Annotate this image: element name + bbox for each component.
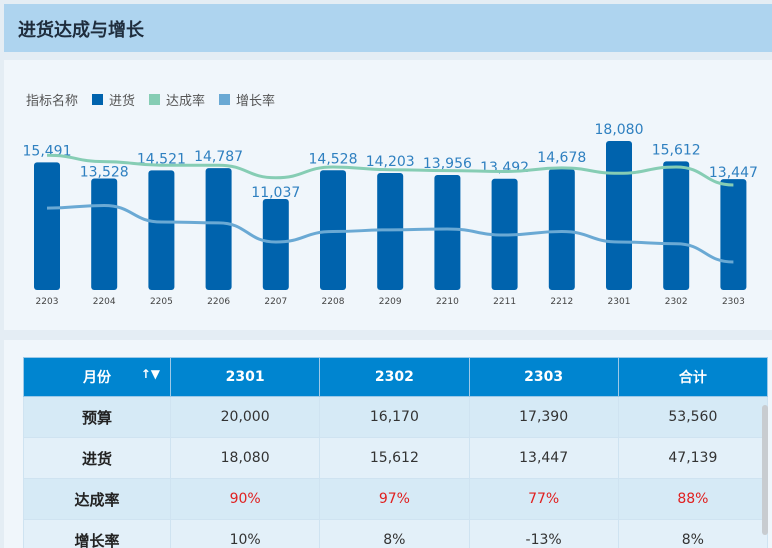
row-label: 达成率: [23, 478, 171, 520]
table-cell: 8%: [617, 519, 769, 548]
table-cell: 10%: [169, 519, 321, 548]
legend-swatch-purchase: [92, 94, 104, 105]
legend-swatch-achievement: [149, 94, 161, 105]
table-cell: 8%: [319, 519, 470, 548]
bar-data-label: 13,956: [423, 156, 472, 172]
bar-2212: [548, 169, 575, 290]
table-cell: 18,080: [169, 437, 321, 479]
legend-item-purchase[interactable]: 进货: [109, 94, 136, 109]
data-table: 月份 ↑▼ 2301 2302 2303 合计 预算 20,000 16,170 17,…: [23, 357, 769, 548]
bar-2206: [205, 168, 232, 290]
table-row: 进货 18,080 15,612 13,447 47,139: [23, 437, 769, 479]
row-label: 进货: [23, 437, 171, 479]
table-cell: 20,000: [169, 396, 321, 438]
combo-chart: 220315,491220413,528220514,521220614,787…: [23, 122, 758, 307]
table-cell: 90%: [169, 478, 321, 520]
bar-data-label: 14,528: [309, 151, 358, 167]
legend-swatch-growth: [219, 94, 231, 105]
x-tick-label: 2208: [322, 297, 345, 307]
table-cell: -13%: [468, 519, 619, 548]
chart-panel: 指标名称 进货 达成率 增长率 2203 15,491 2204 13,528 2205…: [4, 60, 772, 330]
legend-item-growth[interactable]: 增长率: [236, 94, 276, 109]
bar-data-label: 14,678: [537, 150, 586, 166]
table-row: 预算 20,000 16,170 17,390 53,560: [23, 396, 769, 438]
scrollbar[interactable]: [762, 405, 768, 535]
bar-2303: [720, 179, 747, 290]
header-month[interactable]: 月份 ↑▼: [23, 357, 171, 397]
table-cell: 47,139: [617, 437, 769, 479]
table-row: 达成率 90% 97% 77% 88%: [23, 478, 769, 520]
chart-legend: 指标名称 进货 达成率 增长率: [26, 90, 275, 109]
x-tick-label: 2301: [608, 297, 631, 307]
x-tick-label: 2211: [493, 297, 516, 307]
table-panel: 月份 ↑▼ 2301 2302 2303 合计 预算 20,000 16,170 17,…: [4, 340, 772, 548]
bar-data-label: 14,203: [366, 154, 415, 170]
row-label: 预算: [23, 396, 171, 438]
bar-2209: [377, 172, 404, 290]
bar-data-label: 13,528: [80, 165, 129, 181]
bar-data-label: 14,787: [194, 149, 243, 165]
bar-data-label: 14,521: [137, 151, 186, 167]
bar-2205: [148, 170, 175, 290]
table-cell: 77%: [468, 478, 619, 520]
table-cell: 53,560: [617, 396, 769, 438]
x-tick-label: 2303: [722, 297, 745, 307]
x-tick-label: 2204: [93, 297, 116, 307]
bar-2210: [434, 174, 461, 290]
line-achievement-rate: [46, 153, 734, 187]
bar-2301: [606, 141, 632, 290]
table-row: 增长率 10% 8% -13% 8%: [23, 519, 769, 548]
x-tick-label: 2205: [150, 297, 173, 307]
header-bar: 进货达成与增长: [4, 4, 772, 52]
legend-label: 指标名称: [26, 94, 79, 109]
bar-2203: [34, 162, 60, 290]
x-tick-label: 2302: [665, 297, 688, 307]
bar-2302: [663, 161, 690, 290]
x-tick-label: 2210: [436, 297, 459, 307]
table-cell: 15,612: [319, 437, 470, 479]
bar-2204: [91, 178, 118, 290]
x-tick-label: 2209: [379, 297, 402, 307]
row-label: 增长率: [23, 519, 171, 548]
header-label: 月份: [83, 370, 111, 386]
x-tick-label: 2207: [264, 297, 287, 307]
header-col[interactable]: 合计: [617, 357, 769, 397]
bar-data-label: 15,612: [652, 142, 701, 158]
line-growth-rate: [46, 203, 734, 264]
x-tick-label: 2203: [36, 297, 59, 307]
bar-data-label: 13,447: [709, 165, 758, 181]
x-tick-label: 2212: [550, 297, 573, 307]
header-col[interactable]: 2302: [319, 357, 470, 397]
sort-filter-icon[interactable]: ↑▼: [140, 367, 160, 381]
bar-2207: [262, 199, 289, 290]
table-cell: 17,390: [468, 396, 619, 438]
table-cell: 16,170: [319, 396, 470, 438]
header-col[interactable]: 2303: [468, 357, 619, 397]
bar-data-label: 11,037: [251, 185, 300, 201]
x-tick-label: 2206: [207, 297, 230, 307]
header-col[interactable]: 2301: [169, 357, 321, 397]
table-cell: 88%: [617, 478, 769, 520]
table-cell: 13,447: [468, 437, 619, 479]
legend-item-achievement[interactable]: 达成率: [166, 94, 206, 109]
bar-data-label: 18,080: [595, 122, 644, 138]
page-title: 进货达成与增长: [18, 20, 144, 41]
table-cell: 97%: [319, 478, 470, 520]
bar-data-label: 13,492: [480, 160, 529, 176]
